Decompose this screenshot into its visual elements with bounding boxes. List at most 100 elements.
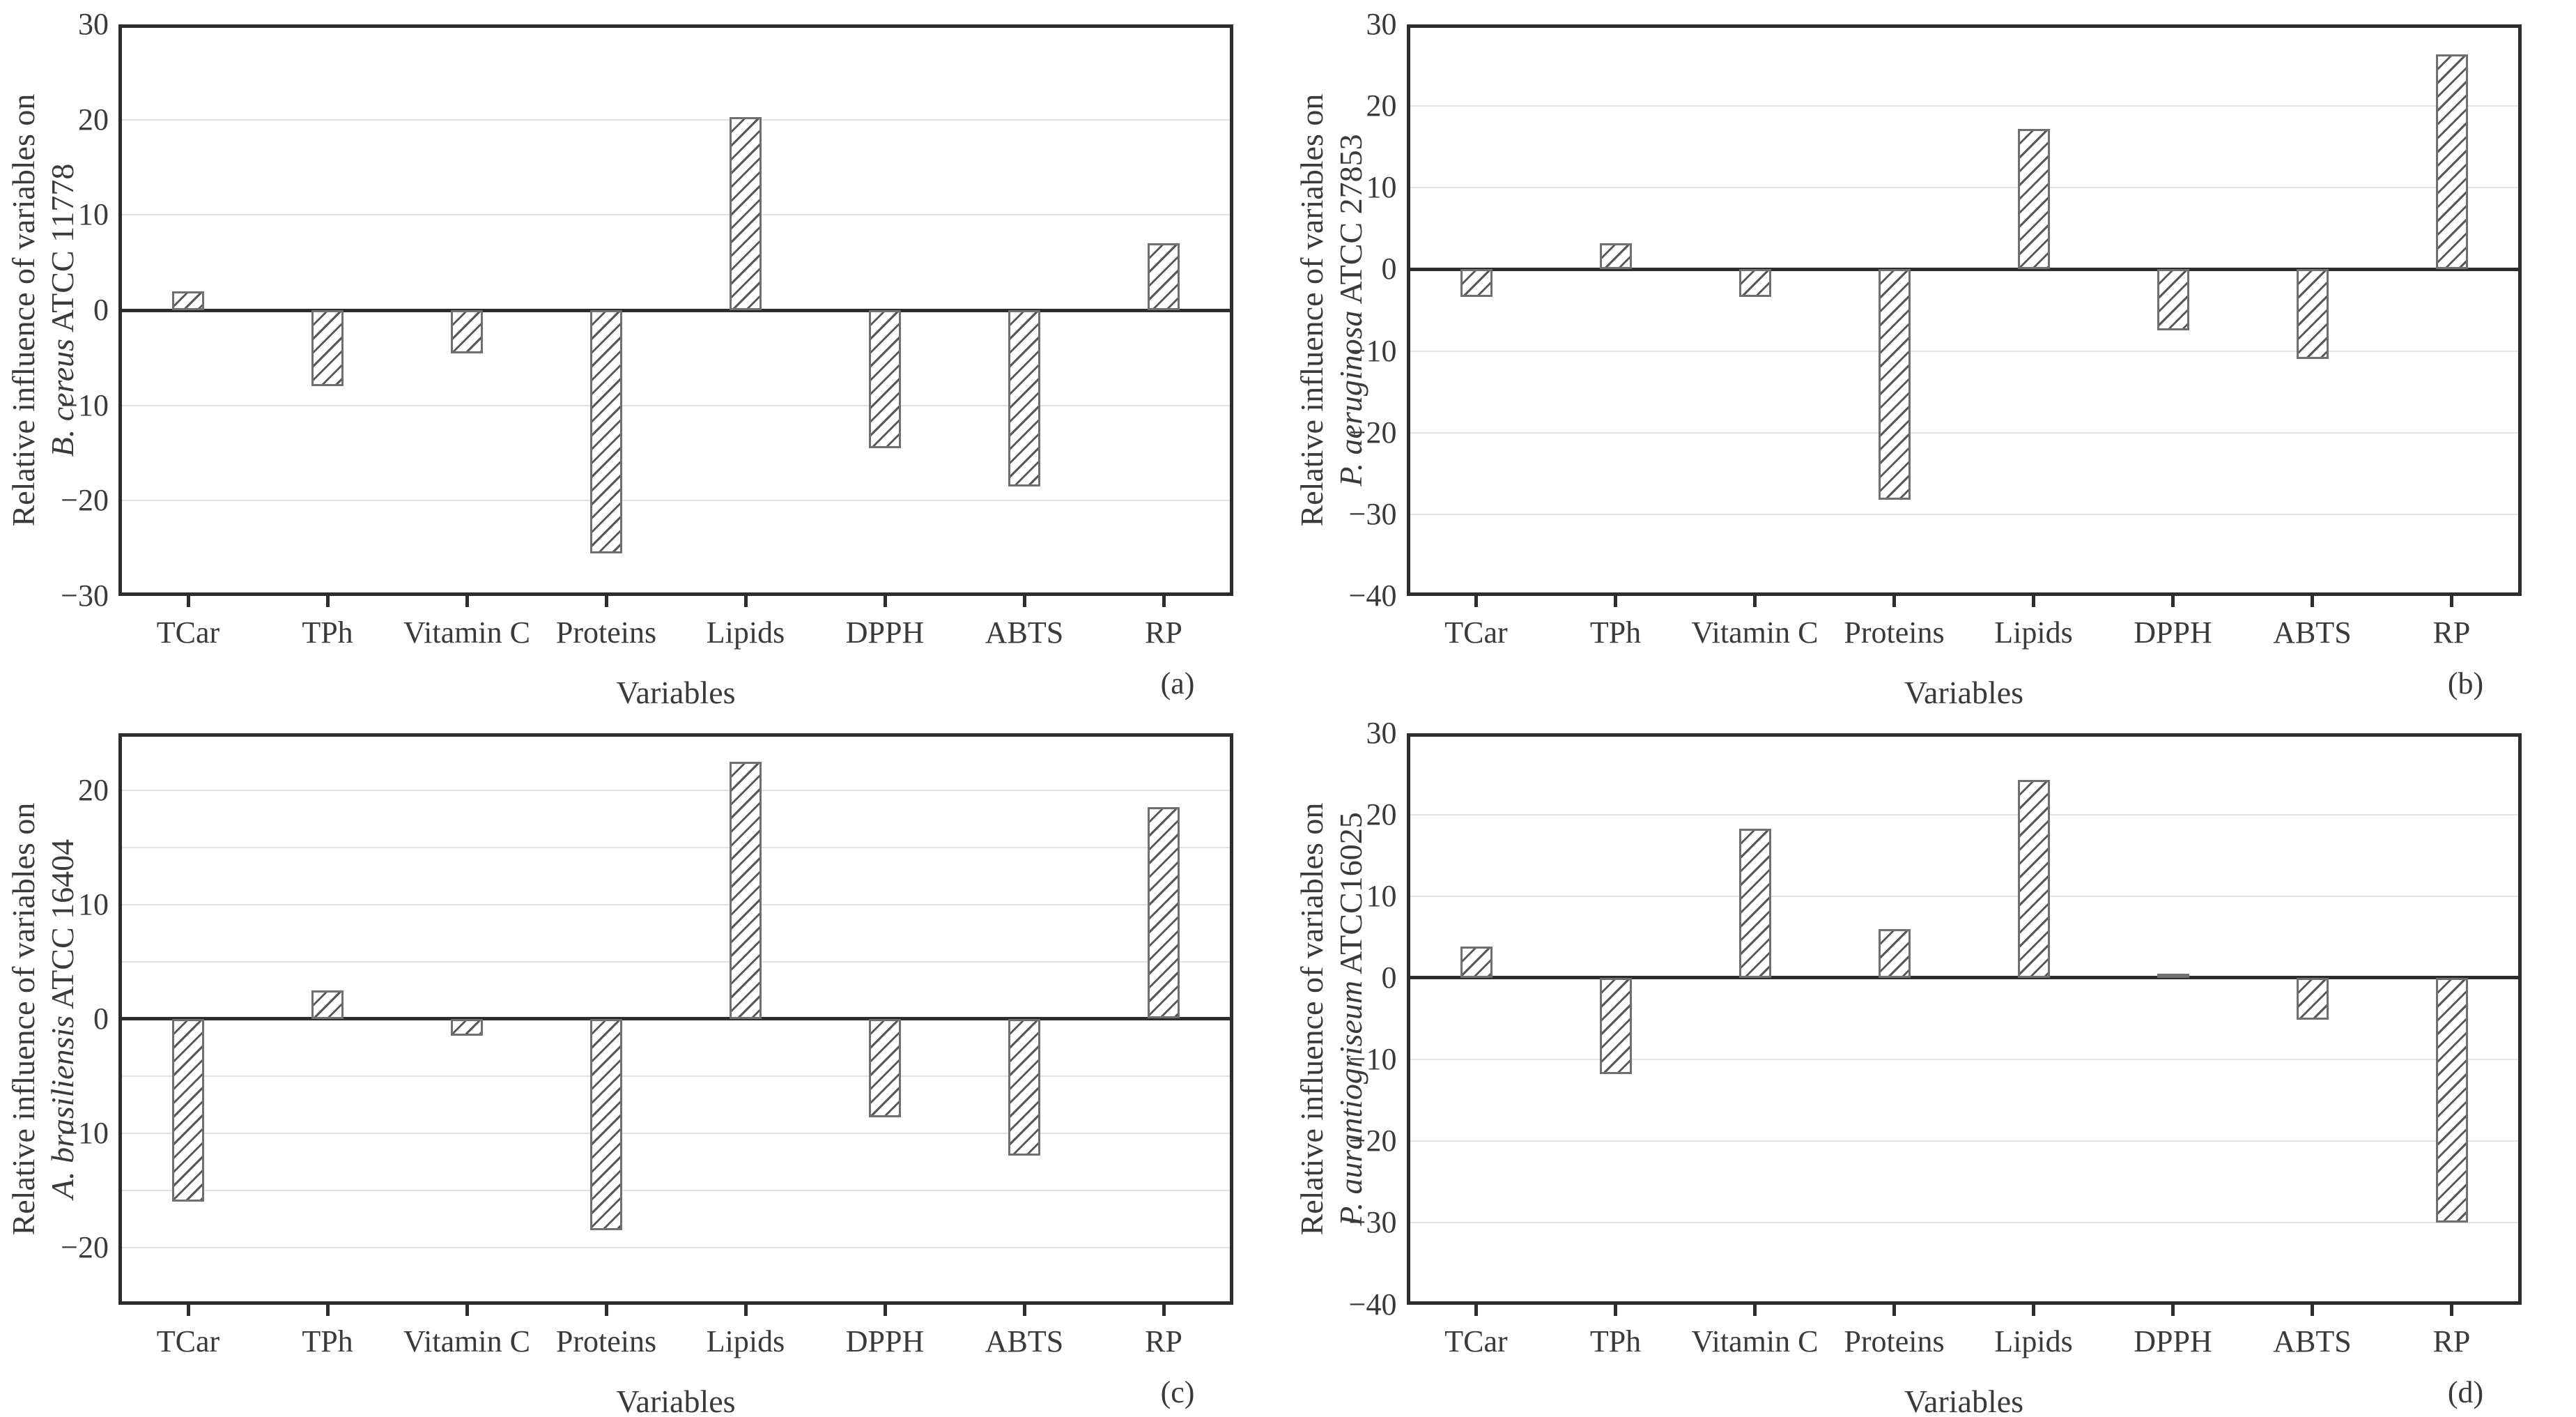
chart-panel--a-: 30 20 10 0 −10 −20 −30 TCar TPh Vitamin C Proteins… [0,0,1288,710]
y-gridline-10 [118,903,1233,905]
y-gridline-10 [1406,895,2522,897]
y-gridline-20 [118,118,1233,121]
bar-rp [1148,243,1180,310]
zero-axis-line [118,1017,1233,1020]
bar-tph [311,990,344,1019]
x-category-label-proteins: Proteins [1844,615,1945,650]
x-tick-dpph [883,596,887,607]
y-tick-label-20: 20 [1366,89,1397,123]
x-category-label-abts: ABTS [985,615,1064,650]
bar-rp [2435,54,2468,270]
y-tick-label-−20: −20 [1348,415,1397,450]
y-axis-label: Relative influence of variables on P. aer… [1293,24,1371,596]
x-category-label-tcar: TCar [1444,1324,1508,1358]
bar-abts [1008,310,1040,487]
y-axis-label-line1: Relative influence of variables on [1293,93,1329,527]
y-gridline-−20 [118,1246,1233,1248]
x-tick-vitamin-c [1753,1304,1757,1316]
species-name: A. brasiliensis [45,1015,80,1199]
x-tick-vitamin-c [1753,596,1757,607]
zero-axis-line [1406,976,2522,980]
bar-lipids [2017,128,2050,270]
x-tick-dpph [2171,1304,2175,1316]
y-gridline-20 [118,789,1233,791]
panel-letter--d-: (d) [2447,1374,2484,1409]
bar-abts [1008,1018,1040,1156]
chart-panel--b-: 30 20 10 0 −10 −20 −30 −40 TCar TPh Vitamin C Prote… [1288,0,2576,710]
x-category-label-tph: TPh [302,615,353,650]
bar-dpph [869,310,901,449]
x-category-label-vitamin-c: Vitamin C [1691,1324,1819,1358]
x-tick-tcar [186,596,190,607]
x-tick-tph [325,1304,330,1316]
y-gridline-−20 [1406,431,2522,434]
x-tick-vitamin-c [465,596,469,607]
x-category-label-lipids: Lipids [1994,1324,2073,1358]
y-tick-label-0: 0 [1381,960,1397,995]
y-tick-label-0: 0 [93,293,109,327]
y-gridline-20 [1406,813,2522,815]
bar-tph [311,310,344,387]
y-gridline-−15 [118,1189,1233,1191]
x-tick-tcar [186,1304,190,1316]
x-tick-rp [1162,596,1166,607]
y-tick-label-−20: −20 [61,483,109,518]
y-axis-label-line1: Relative influence of variables on [1293,802,1329,1235]
x-category-label-rp: RP [2432,615,2471,650]
y-tick-label-−40: −40 [1348,1287,1397,1322]
y-tick-label-−10: −10 [1348,1042,1397,1077]
y-gridline-−5 [118,1075,1233,1077]
y-gridline-5 [118,960,1233,963]
x-category-label-dpph: DPPH [2134,615,2212,650]
bar-tcar [1460,269,1493,298]
bar-lipids [730,761,762,1019]
y-gridline-−20 [1406,1140,2522,1142]
x-tick-tcar [1474,596,1478,607]
x-tick-abts [2311,596,2314,607]
x-tick-dpph [883,1304,887,1316]
x-category-label-lipids: Lipids [1994,615,2073,650]
bar-vitamin-c [451,310,483,353]
y-axis-label-line1: Relative influence of variables on [6,802,41,1235]
x-category-label-tph: TPh [1589,1324,1642,1358]
chart-panel--d-: 30 20 10 0 −10 −20 −30 −40 TCar TPh Vitamin C Prote… [1288,709,2576,1417]
x-tick-rp [1162,1304,1166,1316]
bar-tcar [1460,947,1493,978]
y-axis-label-line2: B. cereus ATCC 11778 [45,163,80,457]
x-tick-rp [2450,596,2453,607]
y-gridline-10 [118,214,1233,216]
x-tick-proteins [604,596,608,607]
x-axis-title: Variables [1904,1383,2024,1417]
y-tick-label-20: 20 [1366,797,1397,832]
x-tick-lipids [2032,1304,2035,1316]
bar-tph [1599,243,1632,270]
bar-abts [2296,977,2329,1020]
panel-letter--a-: (a) [1160,666,1195,700]
x-tick-proteins [1892,596,1896,607]
y-gridline-−10 [1406,1059,2522,1061]
plot-area [118,733,1233,1305]
x-category-label-tcar: TCar [156,1324,220,1358]
x-category-label-vitamin-c: Vitamin C [1691,615,1819,650]
x-category-label-abts: ABTS [985,1324,1064,1358]
plot-frame [1406,24,2522,596]
x-category-label-proteins: Proteins [555,1324,657,1358]
y-tick-label-−20: −20 [1348,1124,1397,1158]
y-axis-label-line1: Relative influence of variables on [6,93,41,527]
y-gridline-20 [1406,105,2522,107]
plot-area [1406,24,2522,596]
y-tick-label-−30: −30 [1348,496,1397,531]
x-tick-dpph [2171,596,2175,607]
bar-abts [2296,269,2329,360]
bar-proteins [1878,928,1911,978]
y-tick-label-10: 10 [78,197,109,232]
species-name: B. cereus [45,338,80,457]
bar-proteins [590,1018,622,1230]
x-tick-tph [1614,596,1617,607]
y-tick-label-0: 0 [1381,252,1397,286]
y-gridline-−30 [1406,513,2522,515]
y-tick-label-−10: −10 [1348,333,1397,368]
x-category-label-rp: RP [1145,1324,1182,1358]
y-axis-label-line2: A. brasiliensis ATCC 16404 [45,838,80,1199]
